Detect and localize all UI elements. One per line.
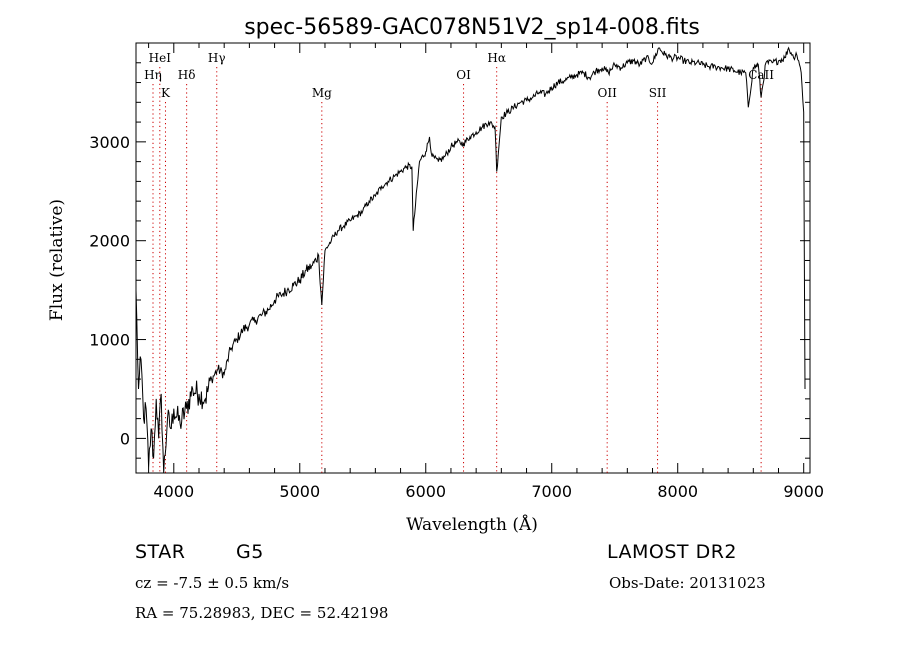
line-marker-label: K	[161, 86, 171, 100]
line-marker-label: CaII	[748, 68, 774, 82]
plot-border	[135, 42, 811, 474]
line-marker-label: Hα	[487, 51, 506, 65]
spectrum-series-line	[135, 46, 806, 474]
line-marker-label: OII	[598, 86, 618, 100]
class-label: STAR	[135, 541, 186, 563]
x-axis: 4000 5000 6000 7000 8000 9000	[148, 43, 824, 501]
x-tick-label: 8000	[657, 482, 698, 501]
spectral-line-markers: HeI Hη K Hδ Hγ Mg OI Hα OII SII CaII	[144, 51, 774, 473]
plot-frame	[135, 42, 811, 474]
line-marker-label: Hη	[144, 68, 162, 82]
redshift-label: cz = -7.5 ± 0.5 km/s	[135, 574, 290, 592]
line-marker-label: Mg	[312, 86, 332, 100]
coordinates-label: RA = 75.28983, DEC = 52.42198	[135, 604, 389, 622]
x-axis-label: Wavelength (Å)	[406, 514, 538, 535]
x-tick-label: 4000	[153, 482, 194, 501]
y-tick-label: 2000	[89, 232, 130, 251]
y-axis: 0 1000 2000 3000	[89, 62, 810, 459]
chart-title: spec-56589-GAC078N51V2_sp14-008.fits	[244, 15, 700, 40]
obs-date-label: Obs-Date: 20131023	[609, 574, 766, 592]
y-tick-label: 0	[120, 429, 130, 448]
line-marker-label: Hγ	[208, 51, 226, 65]
line-marker-label: Hδ	[178, 68, 196, 82]
x-tick-label: 7000	[531, 482, 572, 501]
subclass-label: G5	[236, 541, 264, 563]
line-marker-label: OI	[456, 68, 471, 82]
y-tick-label: 3000	[89, 133, 130, 152]
line-marker-label: SII	[649, 86, 667, 100]
survey-label: LAMOST DR2	[607, 541, 737, 563]
x-tick-label: 9000	[783, 482, 824, 501]
line-marker-label: HeI	[149, 51, 172, 65]
x-tick-label: 6000	[405, 482, 446, 501]
x-tick-label: 5000	[279, 482, 320, 501]
y-axis-label: Flux (relative)	[47, 199, 67, 321]
y-tick-label: 1000	[89, 331, 130, 350]
